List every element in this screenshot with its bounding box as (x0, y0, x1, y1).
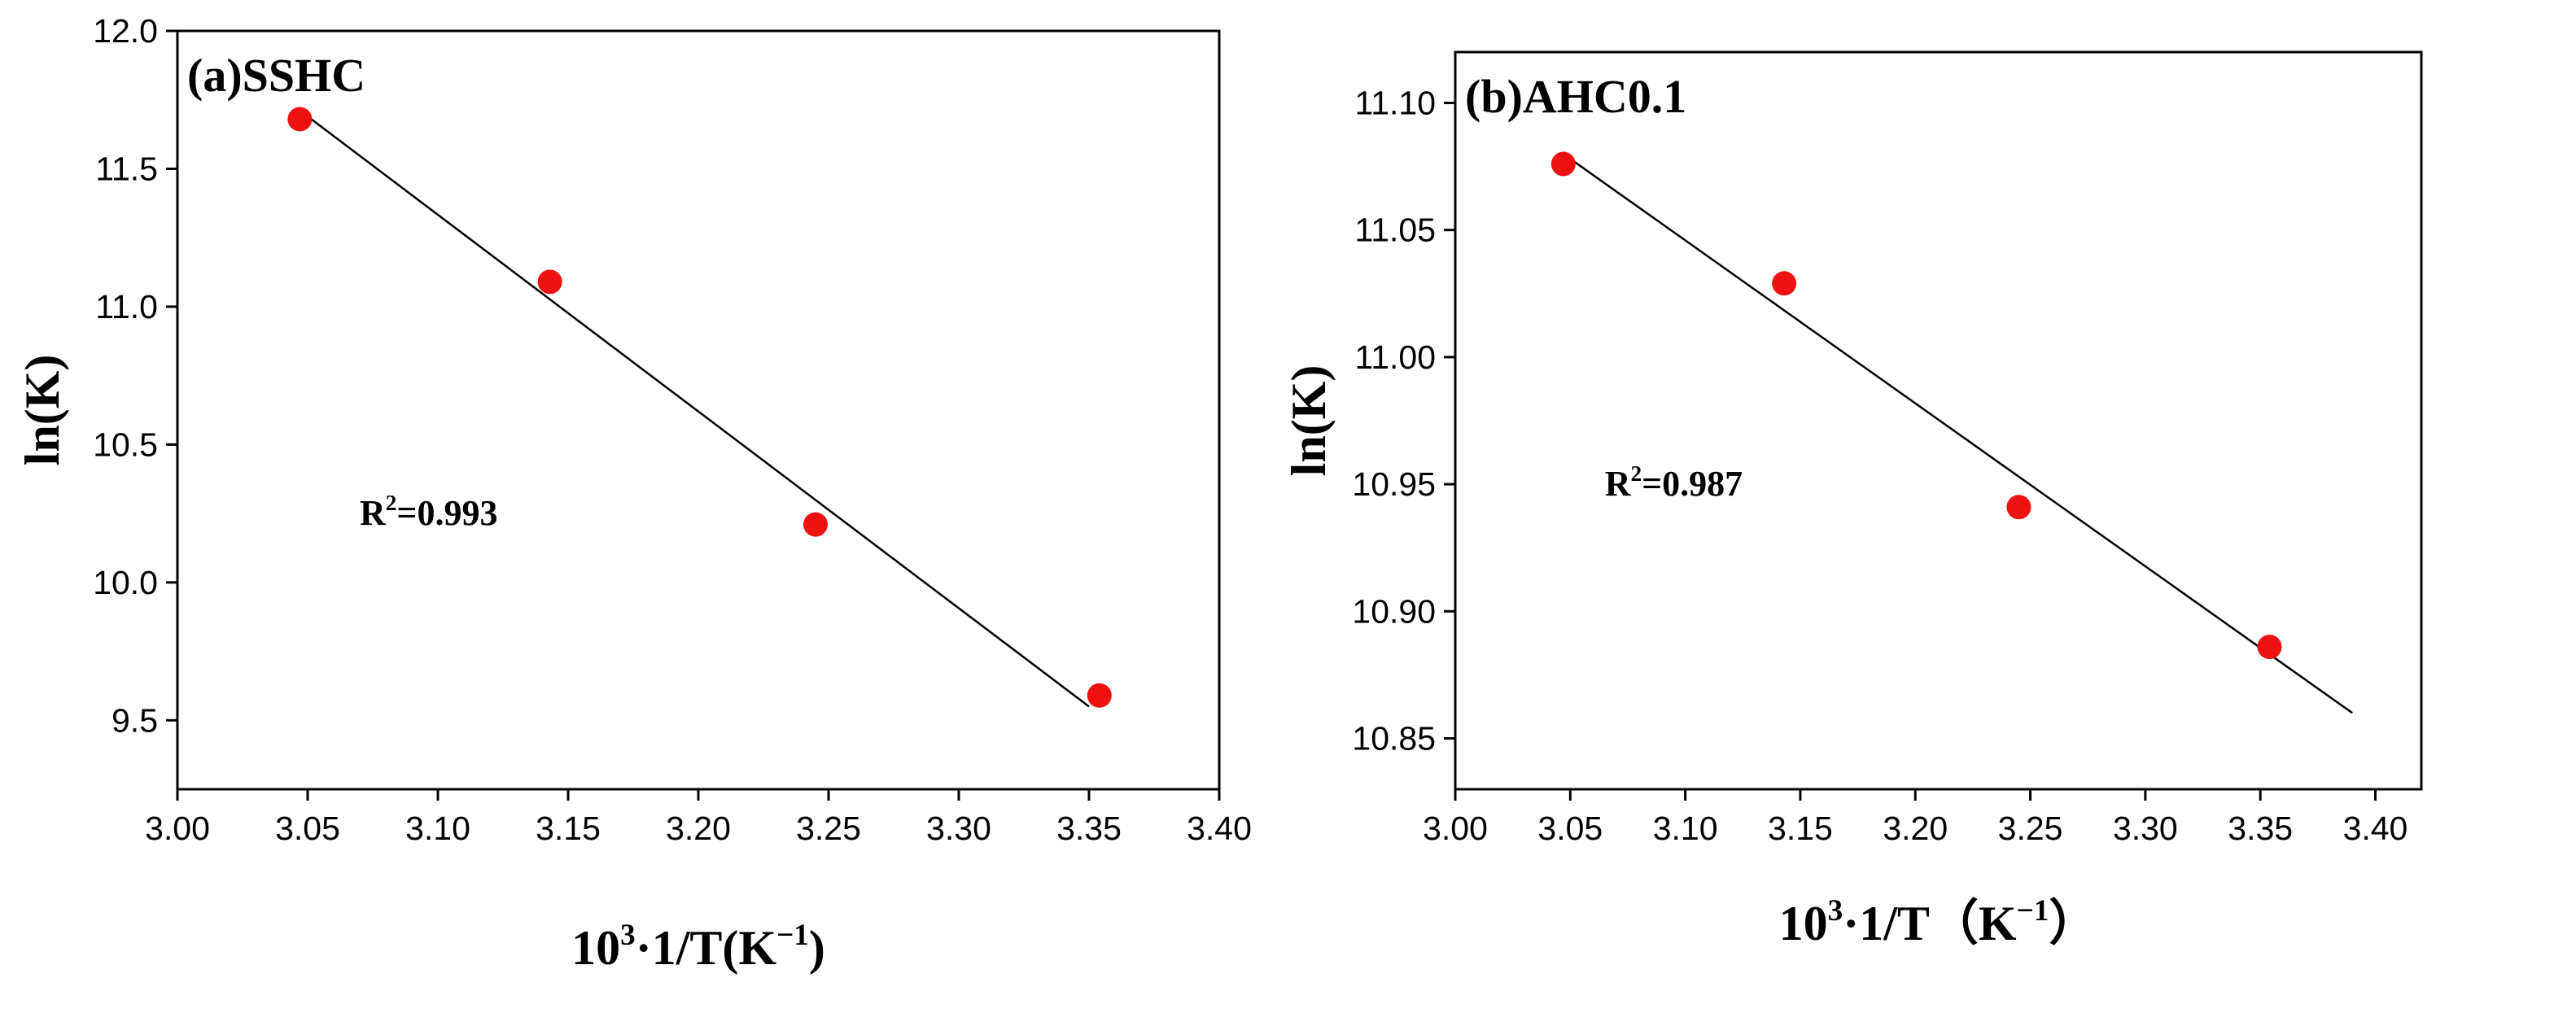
x-tick-label: 3.05 (1537, 810, 1603, 847)
data-point (2006, 495, 2031, 520)
y-tick-label: 9.5 (112, 701, 158, 739)
panel-a-sshc: 3.00 3.05 3.10 3.15 3.20 3.25 3.30 3.35 3.40 9.5… (15, 12, 1252, 975)
x-tick-label: 3.40 (2343, 810, 2408, 847)
y-tick-label: 10.90 (1352, 592, 1436, 630)
x-axis-ticks: 3.00 3.05 3.10 3.15 3.20 3.25 3.30 3.35 3.40 (1423, 789, 2408, 847)
x-tick-label: 3.15 (1768, 810, 1833, 847)
y-tick-label: 12.0 (93, 12, 158, 50)
plot-frame (176, 29, 1221, 791)
data-points (287, 107, 1112, 708)
y-axis-label: ln(K) (1282, 365, 1336, 477)
x-tick-label: 3.40 (1187, 810, 1252, 847)
y-tick-label: 11.00 (1354, 338, 1436, 376)
y-axis-ticks: 10.85 10.90 10.95 11.00 11.05 11.10 (1352, 84, 1455, 758)
x-tick-label: 3.30 (926, 810, 991, 847)
data-point (537, 269, 562, 295)
x-tick-label: 3.00 (1423, 810, 1488, 847)
y-tick-label: 10.0 (93, 564, 158, 601)
y-tick-label: 10.95 (1352, 465, 1436, 503)
data-point (803, 512, 828, 537)
fit-line (307, 116, 1090, 708)
fit-line (1569, 158, 2353, 714)
x-tick-label: 3.35 (2228, 810, 2293, 847)
r-squared-annotation: R2=0.987 (1605, 461, 1743, 504)
data-points (1550, 151, 2282, 660)
x-tick-label: 3.20 (666, 810, 731, 847)
y-axis-ticks: 9.5 10.0 10.5 11.0 11.5 12.0 (93, 12, 177, 739)
x-tick-label: 3.25 (1998, 810, 2063, 847)
x-tick-label: 3.10 (405, 810, 470, 847)
panel-title: (a)SSHC (187, 49, 365, 102)
data-point (2257, 635, 2282, 660)
x-tick-label: 3.15 (536, 810, 601, 847)
x-tick-label: 3.10 (1653, 810, 1718, 847)
x-axis-label: 103·1/T（K−1） (1779, 894, 2098, 950)
x-axis-label: 103·1/T(K−1) (571, 919, 825, 975)
y-tick-label: 11.05 (1354, 212, 1436, 249)
y-tick-label: 11.10 (1354, 84, 1436, 121)
x-axis-ticks: 3.00 3.05 3.10 3.15 3.20 3.25 3.30 3.35 3.40 (145, 789, 1252, 847)
data-point (1550, 151, 1576, 177)
data-point (1772, 271, 1797, 296)
x-tick-label: 3.25 (796, 810, 861, 847)
panel-title: (b)AHC0.1 (1465, 70, 1686, 123)
x-tick-label: 3.05 (275, 810, 340, 847)
y-tick-label: 10.5 (93, 426, 158, 463)
y-axis-label: ln(K) (15, 355, 69, 466)
plot-frame (1454, 50, 2423, 791)
panel-b-ahc01: 3.00 3.05 3.10 3.15 3.20 3.25 3.30 3.35 3.40 10.… (1282, 50, 2423, 950)
data-point (287, 107, 313, 132)
r-squared-annotation: R2=0.993 (360, 491, 498, 533)
x-tick-label: 3.00 (145, 810, 210, 847)
x-tick-label: 3.20 (1883, 810, 1948, 847)
y-tick-label: 11.5 (95, 150, 158, 187)
x-tick-label: 3.35 (1056, 810, 1122, 847)
y-tick-label: 11.0 (95, 288, 158, 325)
y-tick-label: 10.85 (1352, 720, 1436, 758)
x-tick-label: 3.30 (2113, 810, 2178, 847)
data-point (1087, 683, 1112, 708)
